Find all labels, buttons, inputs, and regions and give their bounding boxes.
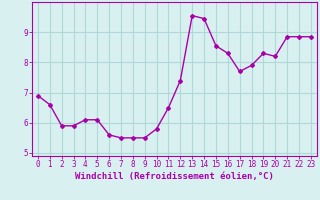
X-axis label: Windchill (Refroidissement éolien,°C): Windchill (Refroidissement éolien,°C) — [75, 172, 274, 181]
